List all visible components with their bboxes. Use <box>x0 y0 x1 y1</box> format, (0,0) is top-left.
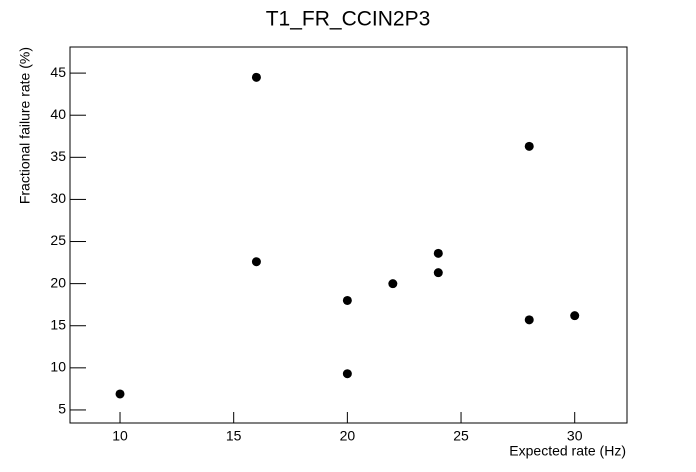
point <box>570 311 580 321</box>
x-tick-label: 20 <box>340 428 356 444</box>
x-tick-label: 30 <box>567 428 583 444</box>
point <box>524 141 534 151</box>
point <box>342 295 352 305</box>
y-tick-label: 20 <box>50 274 66 290</box>
x-tick-label: 10 <box>112 428 128 444</box>
point <box>342 369 352 379</box>
y-tick-label: 30 <box>50 190 66 206</box>
x-tick-label: 25 <box>453 428 469 444</box>
point <box>251 257 261 267</box>
point <box>388 279 398 289</box>
y-tick-label: 45 <box>50 64 66 80</box>
y-tick-label: 25 <box>50 232 66 248</box>
point <box>115 389 125 399</box>
plot-frame <box>69 46 628 424</box>
point <box>433 248 443 258</box>
y-tick-label: 10 <box>50 359 66 375</box>
point <box>251 72 261 82</box>
x-axis-title: Expected rate (Hz) <box>509 443 626 459</box>
x-tick-label: 15 <box>226 428 242 444</box>
chart-title: T1_FR_CCIN2P3 <box>266 8 431 31</box>
y-tick-label: 35 <box>50 148 66 164</box>
y-axis-title: Fractional failure rate (%) <box>17 47 33 204</box>
point <box>433 268 443 278</box>
point <box>524 315 534 325</box>
y-tick-label: 40 <box>50 106 66 122</box>
y-tick-label: 15 <box>50 316 66 332</box>
y-tick-label: 5 <box>58 401 66 417</box>
